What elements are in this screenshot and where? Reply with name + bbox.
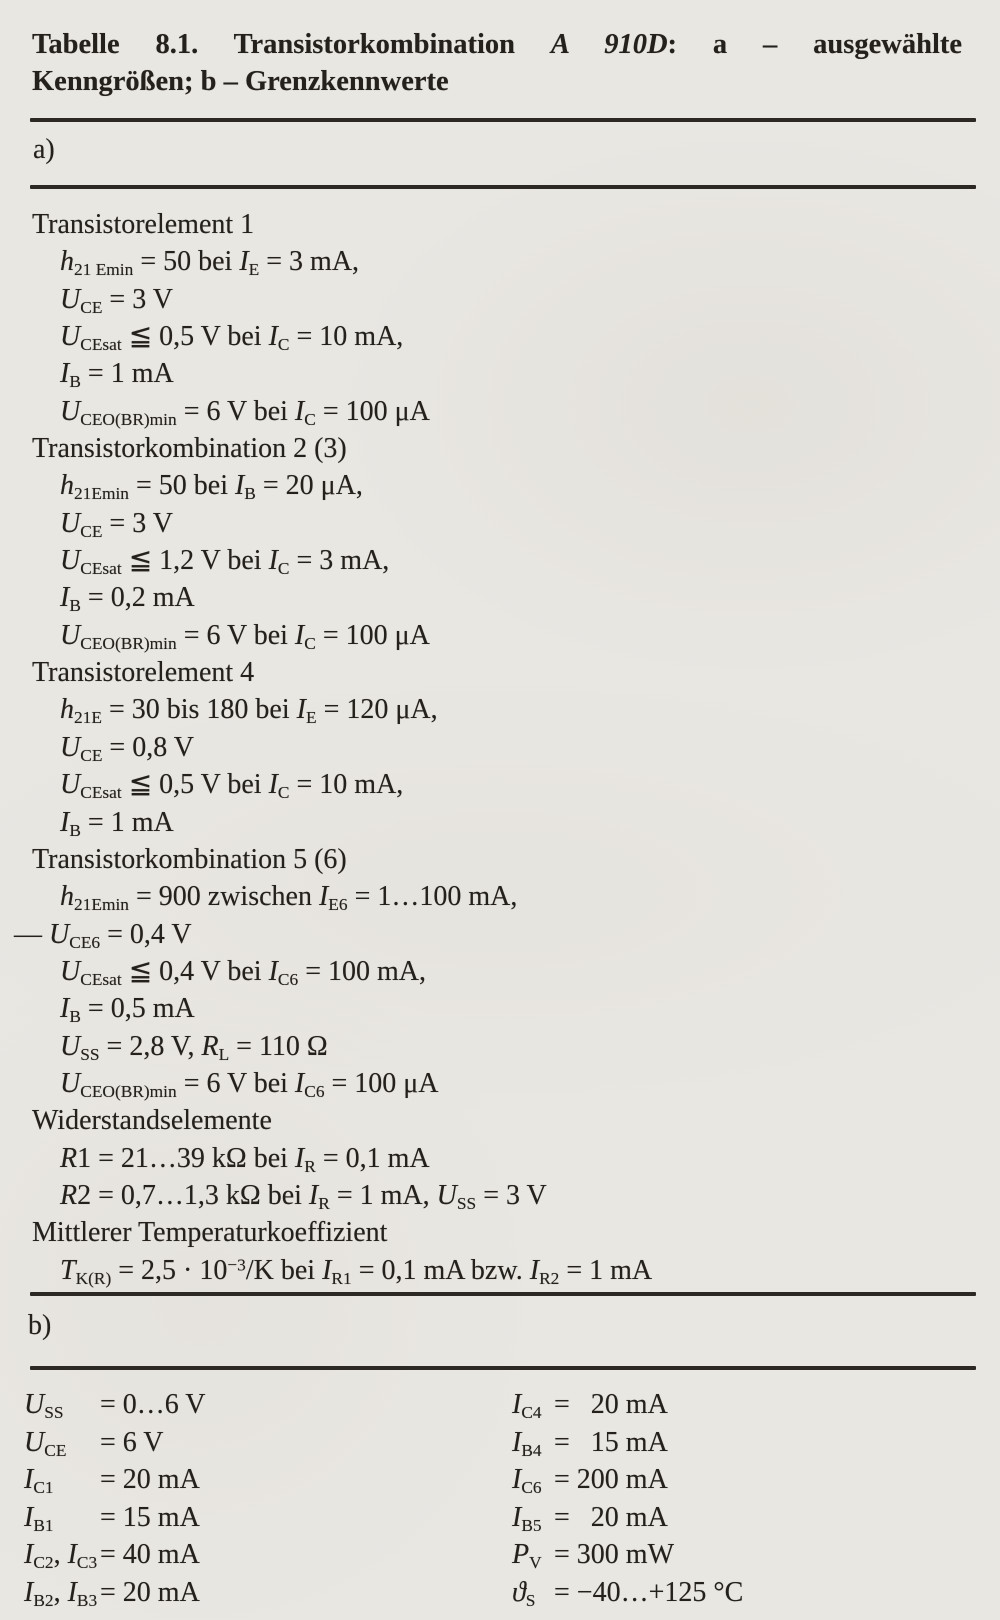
parameter-line: R1 = 21…39 kΩ bei IR = 0,1 mA <box>60 1142 430 1176</box>
section-b-label: b) <box>28 1310 52 1341</box>
parameter-symbol: UCE <box>24 1426 67 1460</box>
parameter-symbol: IC6 <box>512 1464 542 1498</box>
parameter-line: IB = 0,2 mA <box>60 582 195 616</box>
parameter-line: R2 = 0,7…1,3 kΩ bei IR = 1 mA, USS = 3 V <box>60 1179 547 1214</box>
horizontal-rule-under-a <box>30 185 976 189</box>
limit-value-row: IC4 = 20 mA <box>512 1386 743 1424</box>
parameter-line: UCEO(BR)min = 6 V bei IC = 100 μA <box>60 395 430 429</box>
limit-value-row: UCE = 6 V <box>24 1424 206 1462</box>
limit-value-row: IC1 = 20 mA <box>24 1461 206 1499</box>
subsection-heading: Transistorelement 4 <box>32 657 255 689</box>
parameter-symbol: IB4 <box>512 1426 542 1460</box>
parameter-value: = 40 mA <box>100 1539 200 1571</box>
parameter-line: UCEsat ≦ 0,5 V bei IC = 10 mA, <box>60 321 404 355</box>
subsection-heading: Transistorkombination 2 (3) <box>32 433 347 465</box>
parameter-line: IB = 0,5 mA <box>60 993 195 1027</box>
parameter-line: UCEO(BR)min = 6 V bei IC6 = 100 μA <box>60 1067 439 1102</box>
parameter-symbol: ϑS <box>512 1576 536 1611</box>
horizontal-rule-top <box>30 118 976 122</box>
section-b-left-column: USS = 0…6 V UCE = 6 V IC1 = 20 mA IB1 = 15 mA IC… <box>24 1386 206 1612</box>
parameter-line: h21 Emin = 50 bei IE = 3 mA, <box>60 246 360 280</box>
parameter-line: UCE = 0,8 V <box>60 731 194 766</box>
limit-value-row: ϑS = −40…+125 °C <box>512 1574 743 1612</box>
parameter-line: UCEO(BR)min = 6 V bei IC = 100 μA <box>60 619 430 653</box>
parameter-value: = 20 mA <box>554 1501 668 1533</box>
horizontal-rule-under-b <box>30 1366 976 1370</box>
parameter-value: = 300 mW <box>554 1539 674 1571</box>
horizontal-rule-end-a <box>30 1292 976 1296</box>
subsection-heading: Transistorkombination 5 (6) <box>32 843 347 875</box>
parameter-value: = 15 mA <box>100 1501 200 1533</box>
parameter-line: UCEsat ≦ 1,2 V bei IC = 3 mA, <box>60 545 390 579</box>
parameter-value: = 15 mA <box>554 1426 668 1458</box>
parameter-symbol: IC4 <box>512 1389 542 1423</box>
table-caption-line2: Kenngrößen; b – Grenzkennwerte <box>32 66 449 97</box>
section-a-label: a) <box>33 134 55 165</box>
limit-value-row: IB4 = 15 mA <box>512 1424 743 1462</box>
parameter-line: UCE = 3 V <box>60 507 173 541</box>
parameter-symbol: IC1 <box>24 1464 54 1498</box>
parameter-line: — UCE6 = 0,4 V <box>14 918 192 952</box>
parameter-line: IB = 1 mA <box>60 806 174 840</box>
limit-value-row: IC6 = 200 mA <box>512 1461 743 1499</box>
limit-value-row: IC2, IC3 = 40 mA <box>24 1536 206 1574</box>
device-name: A 910D <box>550 29 668 60</box>
parameter-value: = 0…6 V <box>100 1389 206 1420</box>
parameter-line: UCE = 3 V <box>60 283 173 317</box>
parameter-symbol: IB1 <box>24 1501 54 1535</box>
parameter-line: TK(R) = 2,5 · 10−3/K bei IR1 = 0,1 mA bz… <box>60 1254 653 1288</box>
limit-value-row: USS = 0…6 V <box>24 1386 206 1424</box>
parameter-line: UCEsat ≦ 0,4 V bei IC6 = 100 mA, <box>60 955 426 990</box>
subsection-heading: Transistorelement 1 <box>32 209 255 240</box>
parameter-line: USS = 2,8 V, RL = 110 Ω <box>60 1030 328 1064</box>
subsection-heading: Widerstandselemente <box>32 1105 272 1137</box>
parameter-line: h21E = 30 bis 180 bei IE = 120 μA, <box>60 694 438 728</box>
table-number: Tabelle 8.1. <box>32 29 199 60</box>
parameter-line: h21Emin = 50 bei IB = 20 μA, <box>60 470 363 504</box>
parameter-value: = 20 mA <box>554 1389 668 1420</box>
section-a-content: Transistorelement 1 h21 Emin = 50 bei IE … <box>14 206 972 1289</box>
limit-value-row: IB2, IB3 = 20 mA <box>24 1574 206 1612</box>
caption-rest: : a – ausgewählte <box>667 29 963 60</box>
parameter-value: = 20 mA <box>100 1464 200 1496</box>
parameter-symbol: PV <box>512 1539 542 1573</box>
parameter-line: UCEsat ≦ 0,5 V bei IC = 10 mA, <box>60 769 404 803</box>
section-b-right-column: IC4 = 20 mA IB4 = 15 mA IC6 = 200 mA IB5 = 20 m… <box>512 1386 743 1612</box>
limit-value-row: IB1 = 15 mA <box>24 1499 206 1537</box>
parameter-line: IB = 1 mA <box>60 358 174 392</box>
subsection-heading: Mittlerer Temperaturkoeffizient <box>32 1217 388 1249</box>
parameter-symbol: USS <box>24 1389 64 1423</box>
limit-value-row: IB5 = 20 mA <box>512 1499 743 1537</box>
parameter-symbol: IC2, IC3 <box>24 1539 98 1573</box>
table-caption: Tabelle 8.1. Transistorkombination A 910… <box>32 26 962 100</box>
parameter-value: = 6 V <box>100 1426 164 1458</box>
parameter-value: = 20 mA <box>100 1576 200 1608</box>
parameter-value: = 200 mA <box>554 1464 668 1496</box>
parameter-value: = −40…+125 °C <box>554 1576 744 1608</box>
caption-text: Transistorkombination <box>233 29 515 60</box>
limit-value-row: PV = 300 mW <box>512 1536 743 1574</box>
parameter-line: h21Emin = 900 zwischen IE6 = 1…100 mA, <box>60 881 518 915</box>
table-caption-line1: Tabelle 8.1. Transistorkombination A 910… <box>32 26 962 63</box>
parameter-symbol: IB2, IB3 <box>24 1576 98 1611</box>
parameter-symbol: IB5 <box>512 1501 542 1535</box>
